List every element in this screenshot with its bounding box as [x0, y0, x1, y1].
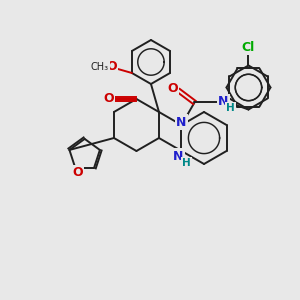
Text: H: H: [226, 103, 235, 113]
Text: N: N: [218, 95, 229, 108]
Text: O: O: [72, 166, 83, 179]
Text: O: O: [167, 82, 178, 95]
Text: O: O: [103, 92, 114, 106]
Text: H: H: [182, 158, 191, 168]
Text: CH₃: CH₃: [91, 62, 109, 72]
Text: N: N: [176, 116, 187, 128]
Text: N: N: [173, 149, 184, 163]
Text: O: O: [106, 61, 117, 74]
Text: Cl: Cl: [242, 41, 255, 54]
